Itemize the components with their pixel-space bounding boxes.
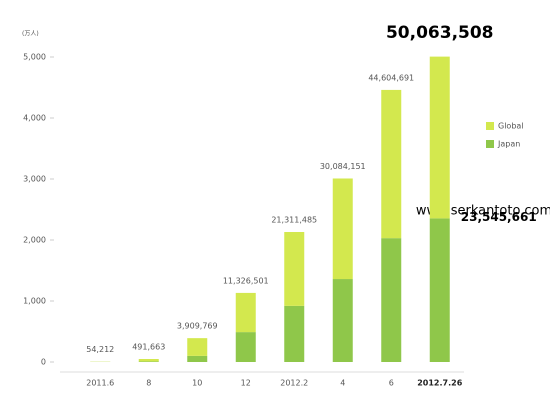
total-label: 11,326,501 [223,276,269,285]
x-tick-label: 4 [340,379,345,388]
bar-segment [284,231,305,306]
x-tick-label: 12 [241,379,251,388]
bar-segment [138,361,159,362]
bar-segment [138,359,159,362]
y-tick-label: 4,000 [23,114,46,123]
x-tick-label: 10 [192,379,202,388]
bar-segment [332,279,353,362]
y-tick-label: 2,000 [23,236,46,245]
x-tick-label: 8 [146,379,151,388]
legend-label: Global [498,122,524,131]
y-tick-label: 0 [41,358,46,367]
bar-segment [187,338,208,356]
bar-segment [381,89,402,239]
total-label: 54,212 [86,345,114,354]
total-label: 50,063,508 [386,23,494,43]
total-label: 44,604,691 [368,73,414,82]
bar-segment [429,218,450,362]
y-unit: (万人) [22,31,39,38]
x-tick-label: 2012.7.26 [417,379,462,388]
value-label: 23,545,661 [461,210,537,224]
total-label: 21,311,485 [271,215,317,224]
bar-segment [332,178,353,280]
legend-label: Japan [497,140,520,149]
y-tick-label: 5,000 [23,53,46,62]
y-tick-label: 1,000 [23,297,46,306]
bar-segment [284,305,305,362]
bar-segment [235,292,256,333]
y-tick-label: 3,000 [23,175,46,184]
x-tick-label: 6 [389,379,394,388]
x-tick-label: 2011.6 [86,379,114,388]
bar-segment [381,238,402,362]
total-label: 30,084,151 [320,162,366,171]
total-label: 3,909,769 [177,322,218,331]
bar-segment [187,355,208,362]
bar-segment [429,56,450,219]
legend-swatch [486,140,494,148]
bar-segment [235,332,256,362]
total-label: 491,663 [132,343,165,352]
x-tick-label: 2012.2 [280,379,308,388]
legend-swatch [486,122,494,130]
